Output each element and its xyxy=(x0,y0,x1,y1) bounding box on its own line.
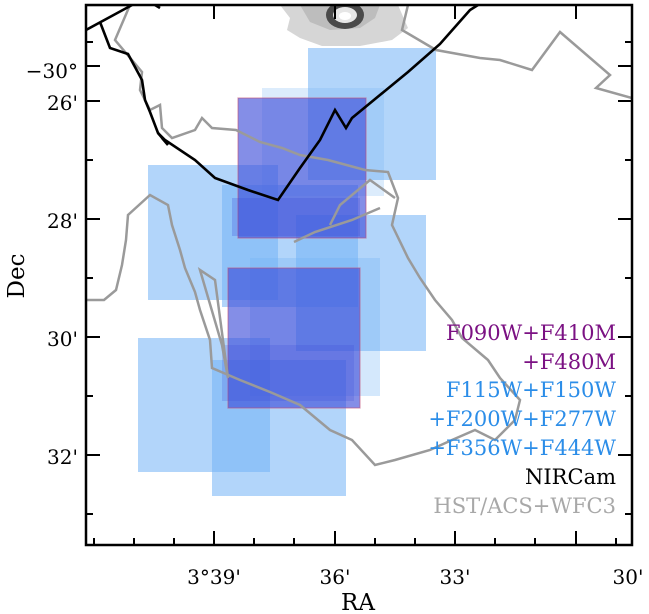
hst-footprint-outline xyxy=(400,5,632,100)
legend-line-5: NIRCam xyxy=(525,465,616,489)
legend-line-3: +F200W+F277W xyxy=(428,407,616,431)
x-axis-title: RA xyxy=(341,590,375,614)
legend-line-4: +F356W+F444W xyxy=(428,436,616,460)
hst-footprint-outline xyxy=(328,178,396,226)
tick-marks xyxy=(86,5,632,545)
hst-footprint-outline xyxy=(86,5,522,467)
nircam-outline xyxy=(157,132,169,146)
x-tick-label: 30' xyxy=(613,565,644,589)
y-tick-label: 26' xyxy=(47,91,78,115)
legend: F090W+F410M +F480M F115W+F150W +F200W+F2… xyxy=(428,321,616,518)
legend-line-6: HST/ACS+WFC3 xyxy=(433,494,616,518)
medium-band-tiles xyxy=(222,97,367,409)
plot-frame xyxy=(84,3,634,547)
y-tick-label: 28' xyxy=(47,209,78,233)
nircam-outline xyxy=(86,5,479,202)
y-tick-label: −30° xyxy=(26,59,78,83)
medium-tile xyxy=(232,198,360,236)
plot-area xyxy=(86,5,632,496)
x-tick-label: 3°39' xyxy=(187,565,241,589)
y-tick-label: 30' xyxy=(47,327,78,351)
galaxy-image xyxy=(280,5,408,46)
legend-line-0: F090W+F410M xyxy=(446,321,616,345)
x-tick-label: 33' xyxy=(440,565,471,589)
legend-line-1: +F480M xyxy=(522,350,616,374)
hst-footprint-outline xyxy=(293,206,381,244)
x-tick-label: 36' xyxy=(320,565,351,589)
legend-line-2: F115W+F150W xyxy=(446,378,616,402)
y-axis-title: Dec xyxy=(4,254,30,299)
medium-tile xyxy=(222,345,354,401)
y-tick-label: 32' xyxy=(47,445,78,469)
hst-footprint-outline xyxy=(197,267,230,379)
